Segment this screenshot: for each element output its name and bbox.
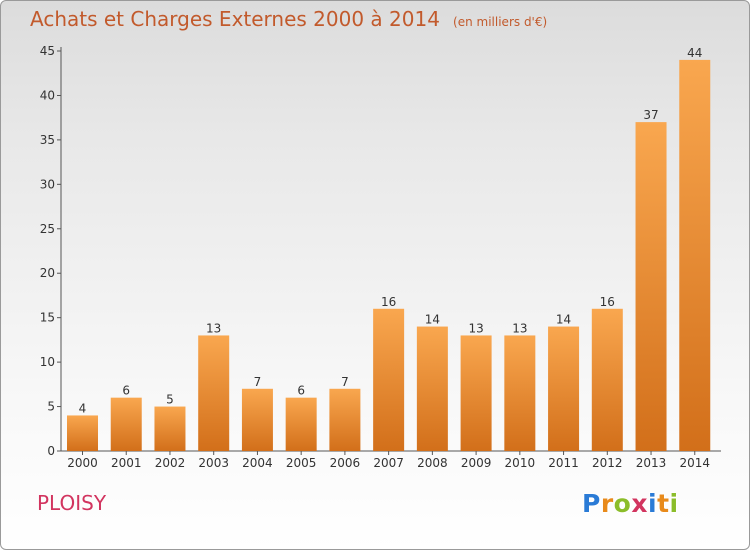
y-tick-label: 45 (40, 44, 55, 58)
bar-2001 (110, 397, 142, 451)
logo-letter: i (648, 489, 658, 518)
y-tick-label: 30 (40, 177, 55, 191)
chart-title: Achats et Charges Externes 2000 à 2014 (30, 7, 440, 31)
x-tick-label-2010: 2010 (505, 456, 536, 470)
bar-2010 (504, 335, 536, 451)
bar-2004 (241, 388, 273, 451)
x-tick-label-2002: 2002 (155, 456, 186, 470)
x-tick-label-2013: 2013 (636, 456, 667, 470)
logo-letter: o (613, 489, 632, 518)
bar-2000 (67, 415, 98, 451)
y-tick-label: 40 (40, 88, 55, 102)
value-label-2006: 7 (341, 375, 349, 389)
value-label-2008: 14 (425, 313, 440, 327)
y-tick-label: 5 (47, 400, 55, 414)
logo-letter: r (600, 489, 614, 518)
x-tick-label-2014: 2014 (679, 456, 710, 470)
y-tick-label: 15 (40, 311, 55, 325)
value-label-2010: 13 (512, 321, 527, 335)
x-tick-label-2011: 2011 (548, 456, 579, 470)
y-tick-label: 20 (40, 266, 55, 280)
bar-2003 (198, 335, 230, 451)
value-label-2007: 16 (381, 295, 396, 309)
x-tick-label-2012: 2012 (592, 456, 623, 470)
x-tick-label-2009: 2009 (461, 456, 492, 470)
bar-2006 (329, 388, 361, 451)
logo-letter: i (669, 489, 679, 518)
x-tick-label-2005: 2005 (286, 456, 317, 470)
value-label-2012: 16 (600, 295, 615, 309)
value-label-2003: 13 (206, 321, 221, 335)
bar-2013 (635, 122, 667, 451)
bar-2009 (460, 335, 492, 451)
x-tick-label-2003: 2003 (198, 456, 229, 470)
x-tick-label-2000: 2000 (67, 456, 98, 470)
bar-2008 (416, 326, 448, 451)
y-tick-label: 25 (40, 222, 55, 236)
y-tick-label: 35 (40, 133, 55, 147)
value-label-2000: 4 (79, 401, 87, 415)
value-label-2014: 44 (687, 46, 702, 60)
x-tick-label-2006: 2006 (330, 456, 361, 470)
value-label-2013: 37 (643, 108, 658, 122)
value-label-2001: 6 (122, 384, 130, 398)
logo-letter: P (582, 489, 601, 518)
logo-letter: x (631, 489, 648, 518)
x-tick-label-2004: 2004 (242, 456, 273, 470)
value-label-2002: 5 (166, 393, 174, 407)
title-row: Achats et Charges Externes 2000 à 2014 (… (30, 7, 547, 31)
bar-2014 (679, 59, 711, 452)
value-label-2005: 6 (297, 384, 305, 398)
y-tick-label: 10 (40, 355, 55, 369)
logo-letter: t (657, 489, 670, 518)
bar-2005 (285, 397, 317, 451)
bar-2011 (548, 326, 580, 451)
bar-2012 (591, 308, 623, 451)
chart-unit-note: (en milliers d'€) (453, 15, 548, 29)
city-name: PLOISY (37, 491, 107, 515)
proxiti-logo[interactable]: Proxiti (582, 489, 679, 518)
y-tick-label: 0 (47, 444, 55, 458)
x-tick-label-2007: 2007 (373, 456, 404, 470)
value-label-2009: 13 (468, 321, 483, 335)
bar-2007 (373, 308, 405, 451)
value-label-2004: 7 (254, 375, 262, 389)
bar-2002 (154, 406, 186, 451)
x-tick-label-2008: 2008 (417, 456, 448, 470)
x-tick-label-2001: 2001 (111, 456, 142, 470)
value-label-2011: 14 (556, 313, 571, 327)
